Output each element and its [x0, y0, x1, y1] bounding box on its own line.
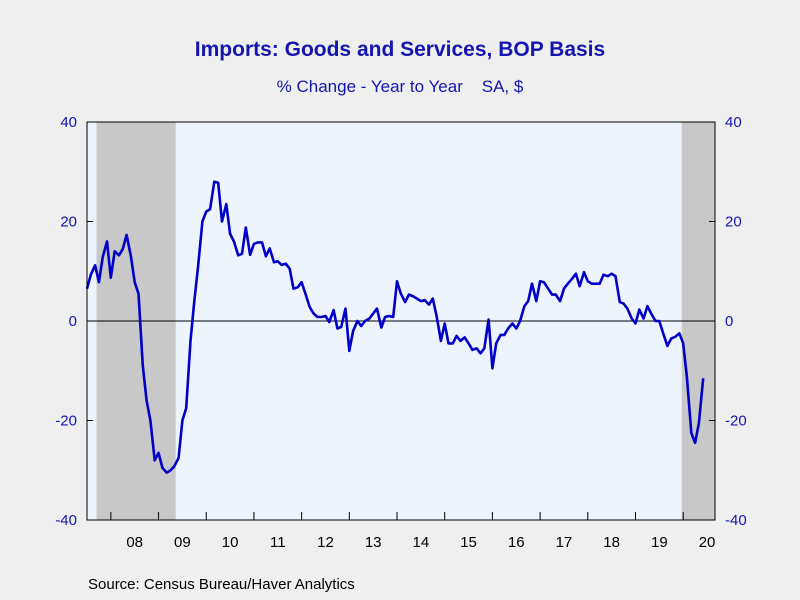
- y-tick-label-left: 0: [69, 313, 77, 330]
- y-tick-label-left: 40: [60, 114, 77, 131]
- x-tick-label: 16: [508, 534, 525, 551]
- y-tick-label-right: -20: [725, 413, 747, 430]
- x-tick-label: 18: [603, 534, 620, 551]
- x-tick-label: 10: [222, 534, 239, 551]
- x-tick-label: 08: [126, 534, 143, 551]
- x-tick-label: 15: [460, 534, 477, 551]
- x-tick-label: 12: [317, 534, 334, 551]
- x-tick-label: 17: [556, 534, 573, 551]
- y-tick-label-left: 20: [60, 214, 77, 231]
- y-tick-label-left: -40: [55, 512, 77, 529]
- y-tick-label-left: -20: [55, 413, 77, 430]
- x-tick-label: 11: [270, 534, 286, 551]
- series-line: [85, 180, 705, 475]
- x-tick-label: 13: [365, 534, 382, 551]
- y-tick-label-right: 40: [725, 114, 742, 131]
- y-tick-label-right: 0: [725, 313, 733, 330]
- chart-title: Imports: Goods and Services, BOP Basis: [194, 38, 606, 61]
- chart-subtitle: % Change - Year to Year SA, $: [276, 77, 524, 96]
- x-tick-label: 20: [699, 534, 716, 551]
- x-tick-label: 14: [413, 534, 430, 551]
- y-tick-label-right: 20: [725, 214, 742, 231]
- source-note: Source: Census Bureau/Haver Analytics: [88, 576, 355, 593]
- x-tick-label: 19: [651, 534, 668, 551]
- y-tick-label-right: -40: [725, 512, 747, 529]
- x-tick-label: 09: [174, 534, 191, 551]
